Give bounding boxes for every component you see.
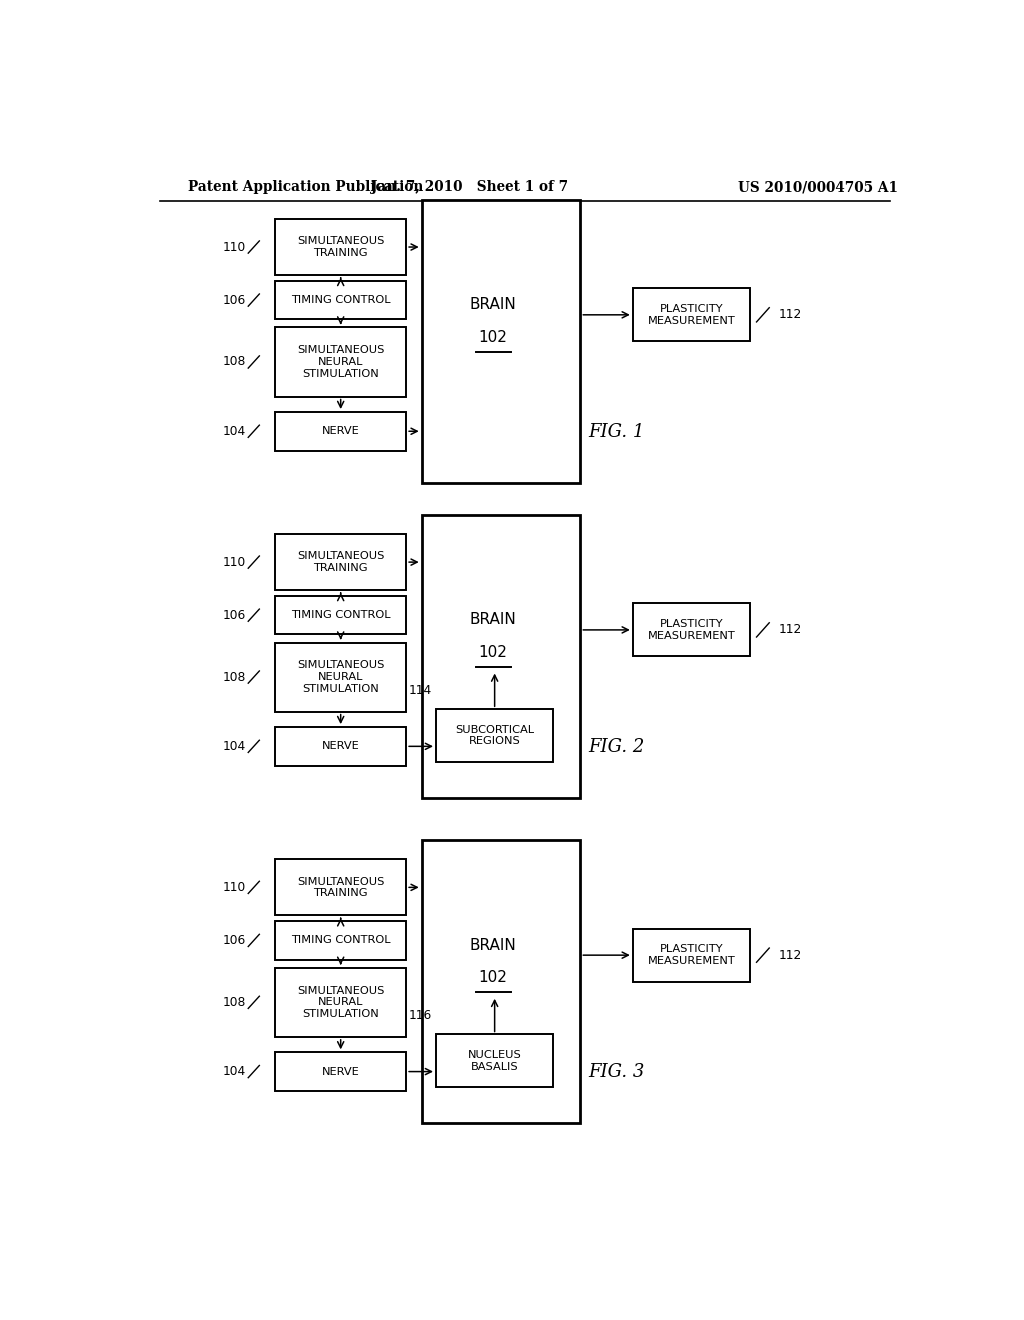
Text: SIMULTANEOUS
NEURAL
STIMULATION: SIMULTANEOUS NEURAL STIMULATION <box>297 986 384 1019</box>
Text: 108: 108 <box>222 355 246 368</box>
Bar <box>275 727 407 766</box>
Text: BRAIN: BRAIN <box>470 937 516 953</box>
Text: 106: 106 <box>222 609 246 622</box>
Text: 114: 114 <box>409 684 432 697</box>
Text: FIG. 2: FIG. 2 <box>588 738 644 756</box>
Bar <box>275 327 407 396</box>
Text: BRAIN: BRAIN <box>470 297 516 313</box>
Text: 106: 106 <box>222 293 246 306</box>
Text: NERVE: NERVE <box>322 742 359 751</box>
Text: 112: 112 <box>779 623 802 636</box>
Text: SIMULTANEOUS
NEURAL
STIMULATION: SIMULTANEOUS NEURAL STIMULATION <box>297 346 384 379</box>
Text: 108: 108 <box>222 671 246 684</box>
Text: 112: 112 <box>779 309 802 321</box>
Bar <box>275 968 407 1038</box>
Text: 102: 102 <box>478 645 508 660</box>
Text: 110: 110 <box>222 880 246 894</box>
Text: 108: 108 <box>222 995 246 1008</box>
Text: SIMULTANEOUS
TRAINING: SIMULTANEOUS TRAINING <box>297 236 384 257</box>
Text: 110: 110 <box>222 556 246 569</box>
Text: TIMING CONTROL: TIMING CONTROL <box>291 936 390 945</box>
Text: PLASTICITY
MEASUREMENT: PLASTICITY MEASUREMENT <box>647 619 735 640</box>
Text: NUCLEUS
BASALIS: NUCLEUS BASALIS <box>468 1051 521 1072</box>
Text: FIG. 1: FIG. 1 <box>588 422 644 441</box>
Text: 104: 104 <box>222 739 246 752</box>
Text: 112: 112 <box>779 949 802 962</box>
Bar <box>422 515 581 797</box>
Text: 106: 106 <box>222 935 246 946</box>
Text: 110: 110 <box>222 240 246 253</box>
Bar <box>275 219 407 275</box>
Text: BRAIN: BRAIN <box>470 612 516 627</box>
Text: SIMULTANEOUS
TRAINING: SIMULTANEOUS TRAINING <box>297 876 384 898</box>
Bar <box>275 859 407 915</box>
Bar <box>633 288 751 342</box>
Text: NERVE: NERVE <box>322 426 359 436</box>
Text: 104: 104 <box>222 425 246 438</box>
Bar <box>275 921 407 960</box>
Bar <box>275 1052 407 1090</box>
Bar <box>275 643 407 711</box>
Text: 102: 102 <box>478 970 508 985</box>
Text: US 2010/0004705 A1: US 2010/0004705 A1 <box>738 181 898 194</box>
Bar <box>422 841 581 1123</box>
Text: TIMING CONTROL: TIMING CONTROL <box>291 610 390 620</box>
Bar <box>422 199 581 483</box>
Text: TIMING CONTROL: TIMING CONTROL <box>291 296 390 305</box>
Text: 102: 102 <box>478 330 508 345</box>
Text: Jan. 7, 2010   Sheet 1 of 7: Jan. 7, 2010 Sheet 1 of 7 <box>371 181 568 194</box>
Text: 104: 104 <box>222 1065 246 1078</box>
Bar <box>436 1035 553 1088</box>
Text: NERVE: NERVE <box>322 1067 359 1077</box>
Text: Patent Application Publication: Patent Application Publication <box>187 181 423 194</box>
Text: SIMULTANEOUS
NEURAL
STIMULATION: SIMULTANEOUS NEURAL STIMULATION <box>297 660 384 694</box>
Bar <box>436 709 553 762</box>
Text: FIG. 3: FIG. 3 <box>588 1063 644 1081</box>
Text: PLASTICITY
MEASUREMENT: PLASTICITY MEASUREMENT <box>647 944 735 966</box>
Bar <box>275 281 407 319</box>
Bar <box>633 603 751 656</box>
Text: 116: 116 <box>409 1010 432 1022</box>
Text: PLASTICITY
MEASUREMENT: PLASTICITY MEASUREMENT <box>647 304 735 326</box>
Bar <box>275 412 407 450</box>
Bar <box>275 535 407 590</box>
Bar <box>633 929 751 982</box>
Bar <box>275 595 407 635</box>
Text: SIMULTANEOUS
TRAINING: SIMULTANEOUS TRAINING <box>297 552 384 573</box>
Text: SUBCORTICAL
REGIONS: SUBCORTICAL REGIONS <box>455 725 535 747</box>
